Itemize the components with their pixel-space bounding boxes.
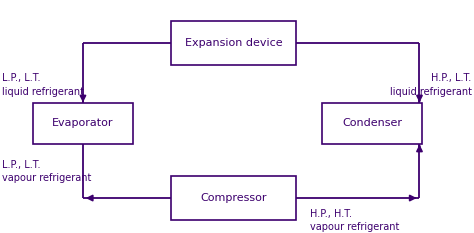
Text: Evaporator: Evaporator [52,119,114,128]
FancyBboxPatch shape [33,103,133,144]
Text: Compressor: Compressor [200,193,267,203]
Text: H.P., L.T.
liquid refrigerant: H.P., L.T. liquid refrigerant [390,73,472,97]
Text: L.P., L.T.
vapour refrigerant: L.P., L.T. vapour refrigerant [2,160,92,183]
FancyBboxPatch shape [171,21,296,65]
Text: Condenser: Condenser [342,119,402,128]
Text: L.P., L.T.
liquid refrigerant: L.P., L.T. liquid refrigerant [2,73,84,97]
FancyBboxPatch shape [171,176,296,220]
Text: H.P., H.T.
vapour refrigerant: H.P., H.T. vapour refrigerant [310,209,400,232]
FancyBboxPatch shape [322,103,422,144]
Text: Expansion device: Expansion device [185,38,282,48]
